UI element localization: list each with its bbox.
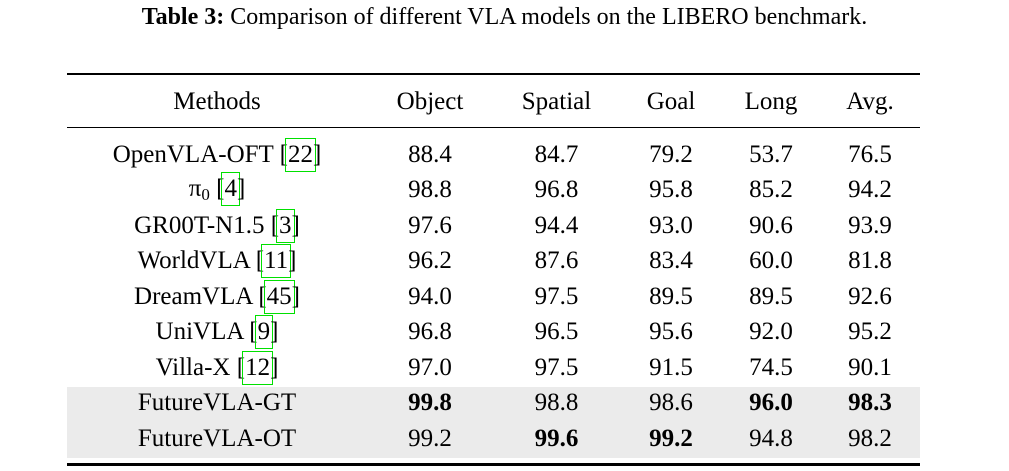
table-row: DreamVLA [45] 94.0 97.5 89.5 89.5 92.6 (67, 279, 920, 315)
method-cell: FutureVLA-GT (67, 389, 367, 417)
header-long: Long (744, 88, 798, 115)
header-goal: Goal (646, 88, 696, 115)
method-cell: π0 [4] (188, 172, 246, 207)
method-name: FutureVLA-GT (137, 389, 297, 417)
method-name: UniVLA (155, 318, 244, 346)
header-spatial: Spatial (521, 88, 592, 115)
method-name: WorldVLA (137, 247, 250, 275)
value-cell-object: 97.0 (408, 353, 452, 381)
method-name: FutureVLA-OT (137, 424, 297, 452)
value-cell-avg: 98.2 (848, 424, 892, 452)
value-cell-spatial: 97.5 (534, 353, 579, 381)
table-row: Villa-X [12] 97.0 97.5 91.5 74.5 90.1 (67, 350, 920, 386)
method-cell: DreamVLA [45] (134, 279, 300, 314)
value-cell-spatial: 94.4 (534, 211, 579, 239)
value-cell-object: 99.8 (408, 389, 452, 417)
value-cell-avg: 90.1 (848, 353, 892, 381)
value-cell-spatial: 99.6 (534, 424, 579, 452)
value-cell-goal: 91.5 (649, 353, 693, 381)
value-cell-avg: 95.2 (848, 318, 892, 346)
value-cell-goal: 93.0 (649, 211, 693, 239)
value-cell-avg: 94.2 (848, 176, 892, 204)
value-cell-goal: 99.2 (649, 424, 693, 452)
method-cell: Villa-X [12] (155, 350, 279, 385)
citation-link[interactable]: 11 (261, 244, 292, 279)
value-cell-long: 96.0 (749, 389, 793, 417)
table-row: UniVLA [9] 96.8 96.5 95.6 92.0 95.2 (67, 315, 920, 351)
value-cell-object: 94.0 (408, 282, 452, 310)
caption-label: Table 3: (141, 4, 225, 30)
value-cell-goal: 95.6 (649, 318, 693, 346)
value-cell-avg: 76.5 (848, 140, 892, 168)
table-row: WorldVLA [11] 96.2 87.6 83.4 60.0 81.8 (67, 244, 920, 280)
citation-link[interactable]: 45 (263, 279, 295, 314)
value-cell-long: 53.7 (749, 140, 793, 168)
value-cell-goal: 83.4 (649, 247, 693, 275)
value-cell-object: 98.8 (408, 176, 452, 204)
citation-link[interactable]: 22 (284, 137, 316, 172)
header-object: Object (396, 88, 464, 115)
mid-rule (67, 127, 920, 128)
value-cell-object: 88.4 (408, 140, 452, 168)
value-cell-object: 97.6 (408, 211, 452, 239)
method-cell: WorldVLA [11] (137, 244, 297, 279)
value-cell-object: 99.2 (408, 424, 452, 452)
method-cell: FutureVLA-OT (67, 425, 367, 453)
caption-text: Comparison of different VLA models on th… (230, 4, 868, 30)
citation-link[interactable]: 4 (221, 172, 240, 207)
table-row: OpenVLA-OFT [22] 88.4 84.7 79.2 53.7 76.5 (67, 137, 920, 173)
value-cell-goal: 79.2 (649, 140, 693, 168)
value-cell-long: 85.2 (749, 176, 793, 204)
table-row: π0 [4] 98.8 96.8 95.8 85.2 94.2 (67, 172, 920, 209)
table-row: FutureVLA-GT 99.8 98.8 98.6 96.0 98.3 (67, 386, 920, 422)
value-cell-spatial: 96.8 (534, 176, 579, 204)
value-cell-avg: 81.8 (848, 247, 892, 275)
table-caption: Table 3: Comparison of different VLA mod… (0, 4, 1009, 31)
value-cell-goal: 89.5 (649, 282, 693, 310)
top-rule (67, 73, 920, 75)
value-cell-object: 96.2 (408, 247, 452, 275)
value-cell-long: 90.6 (749, 211, 793, 239)
method-subscript: 0 (201, 185, 210, 205)
value-cell-spatial: 84.7 (534, 140, 579, 168)
value-cell-spatial: 87.6 (534, 247, 579, 275)
header-methods: Methods (173, 88, 261, 115)
value-cell-avg: 92.6 (848, 282, 892, 310)
value-cell-goal: 95.8 (649, 176, 693, 204)
method-cell: GR00T-N1.5 [3] (134, 208, 300, 243)
citation-link[interactable]: 12 (242, 350, 274, 385)
citation-link[interactable]: 3 (276, 208, 295, 243)
method-name: π (188, 175, 202, 203)
value-cell-spatial: 97.5 (534, 282, 579, 310)
method-name: Villa-X (155, 353, 231, 381)
value-cell-long: 92.0 (749, 318, 793, 346)
value-cell-long: 94.8 (749, 424, 793, 452)
value-cell-spatial: 96.5 (534, 318, 579, 346)
method-name: OpenVLA-OFT (112, 140, 274, 168)
method-name: GR00T-N1.5 (134, 211, 265, 239)
citation-link[interactable]: 9 (254, 315, 274, 350)
header-avg: Avg. (846, 88, 894, 115)
value-cell-avg: 93.9 (848, 211, 892, 239)
value-cell-long: 74.5 (749, 353, 793, 381)
value-cell-object: 96.8 (408, 318, 452, 346)
method-name: DreamVLA (134, 282, 253, 310)
table-row: FutureVLA-OT 99.2 99.6 99.2 94.8 98.2 (67, 421, 920, 457)
value-cell-avg: 98.3 (848, 389, 892, 417)
value-cell-spatial: 98.8 (534, 389, 579, 417)
value-cell-goal: 98.6 (649, 389, 693, 417)
bottom-rule (67, 463, 920, 466)
table-row: GR00T-N1.5 [3] 97.6 94.4 93.0 90.6 93.9 (67, 208, 920, 244)
value-cell-long: 89.5 (749, 282, 793, 310)
value-cell-long: 60.0 (749, 247, 793, 275)
method-cell: OpenVLA-OFT [22] (112, 137, 322, 172)
highlighted-rows-background (67, 387, 920, 458)
header-row: Methods Object Spatial Goal Long Avg. (67, 84, 920, 120)
method-cell: UniVLA [9] (155, 315, 279, 350)
